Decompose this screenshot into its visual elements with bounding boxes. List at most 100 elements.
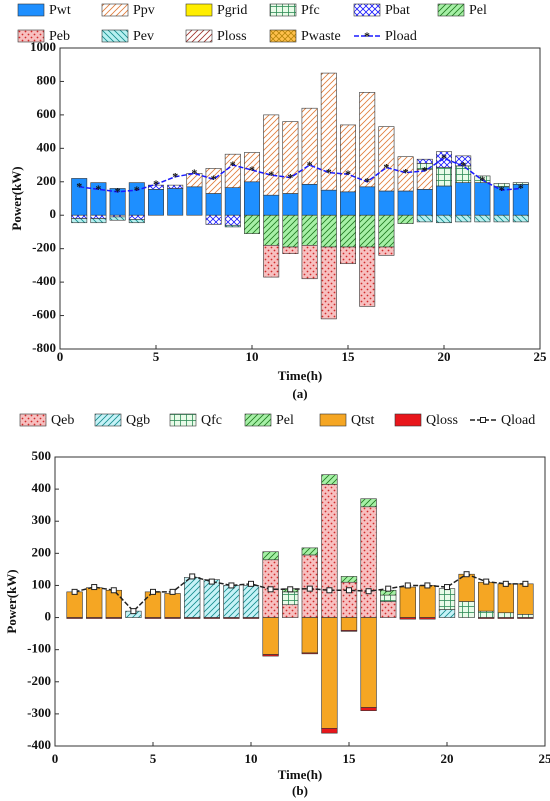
legend-label: Qtst — [351, 413, 374, 428]
y-tick-label: 0 — [45, 609, 52, 624]
bar-segment — [493, 183, 510, 188]
load-marker: * — [153, 177, 159, 191]
load-marker: * — [364, 175, 370, 189]
bar-segment — [90, 218, 107, 224]
legend-label: Pwt — [49, 3, 71, 18]
bar-segment — [224, 214, 241, 226]
load-marker — [385, 585, 392, 592]
legend-label: Qloss — [426, 413, 458, 428]
plot-frame — [59, 47, 541, 350]
bar-segment — [263, 114, 280, 196]
load-marker — [267, 586, 274, 593]
bar-segment — [144, 617, 162, 619]
legend-label: Pbat — [385, 3, 410, 18]
load-marker — [404, 582, 411, 589]
load-marker: * — [76, 180, 82, 194]
bar-segment — [282, 604, 299, 618]
bar-segment — [301, 617, 318, 654]
bar-segment — [340, 617, 358, 631]
bar-segment — [263, 245, 280, 278]
bar-segment — [148, 189, 164, 216]
load-marker — [71, 588, 78, 595]
bar-segment — [497, 617, 514, 619]
bar-segment — [340, 576, 358, 583]
legend-swatch — [394, 413, 422, 427]
bar-segment — [262, 551, 279, 561]
bar-segment — [474, 214, 491, 223]
load-marker — [169, 588, 176, 595]
bar-segment — [128, 214, 145, 220]
bar-segment — [244, 181, 260, 216]
bar-segment — [282, 246, 299, 254]
y-tick-label: -600 — [32, 307, 56, 322]
y-tick-label: -800 — [32, 340, 56, 355]
legend-label: Peb — [49, 29, 70, 44]
bar-segment — [512, 182, 529, 185]
y-tick-label: 800 — [37, 72, 57, 87]
bar-segment — [436, 151, 452, 168]
bar-segment — [320, 214, 337, 248]
load-marker: * — [383, 160, 389, 174]
bar-segment — [167, 184, 184, 189]
x-axis-label: Time(h) — [278, 767, 323, 782]
load-marker: * — [403, 165, 409, 179]
bar-segment — [380, 601, 397, 618]
load-marker: * — [326, 165, 332, 179]
y-tick-label: 400 — [32, 480, 52, 495]
y-tick-label: 1000 — [30, 39, 56, 54]
load-marker: * — [211, 172, 217, 186]
load-marker — [522, 580, 529, 587]
bar-segment — [378, 246, 395, 256]
load-marker — [424, 582, 431, 589]
bar-segment — [71, 214, 88, 219]
x-tick-label: 25 — [539, 751, 550, 766]
bar-segment — [340, 246, 356, 265]
x-axis-label: Time(h) — [278, 368, 323, 383]
bar-segment — [436, 167, 452, 187]
x-tick-label: 25 — [534, 349, 548, 364]
bar-segment — [416, 214, 433, 223]
load-marker — [208, 578, 215, 585]
y-tick-label: -200 — [32, 240, 56, 255]
load-marker: * — [287, 170, 293, 184]
load-marker — [287, 586, 294, 593]
bar-segment — [419, 585, 436, 618]
legend-label: Pel — [276, 413, 294, 428]
bar-segment — [399, 617, 416, 620]
bar-segment — [340, 214, 356, 248]
bar-segment — [359, 92, 376, 188]
bar-segment — [262, 617, 279, 655]
bar-segment — [321, 728, 338, 734]
bar-segment — [360, 498, 377, 508]
bar-segment — [517, 583, 534, 615]
load-marker: * — [460, 159, 466, 173]
bar-segment — [224, 224, 241, 228]
bar-segment — [244, 152, 260, 183]
bar-segment — [86, 617, 103, 619]
legend-swatch — [94, 413, 122, 427]
plot-frame — [54, 456, 546, 747]
bar-segment — [478, 617, 495, 619]
load-marker: * — [230, 158, 236, 172]
y-tick-label: 600 — [37, 106, 57, 121]
bar-segment — [321, 474, 338, 485]
legend-label: Pfc — [301, 3, 320, 18]
load-marker — [444, 584, 450, 591]
legend-label: Pwaste — [301, 29, 341, 44]
bar-segment — [263, 214, 280, 246]
bar-segment — [223, 617, 240, 619]
bar-segment — [301, 214, 318, 246]
legend-swatch — [169, 413, 197, 427]
y-tick-label: 400 — [37, 139, 57, 154]
bar-segment — [203, 579, 220, 618]
bar-segment — [458, 601, 475, 618]
bar-segment — [282, 591, 299, 606]
load-marker — [463, 571, 470, 578]
load-marker — [306, 585, 313, 592]
load-marker: * — [191, 166, 197, 180]
y-tick-label: -300 — [27, 705, 51, 720]
y-tick-label: 0 — [50, 206, 57, 221]
bar-segment — [320, 189, 337, 216]
bar-segment — [205, 193, 222, 216]
bar-segment — [359, 186, 376, 216]
